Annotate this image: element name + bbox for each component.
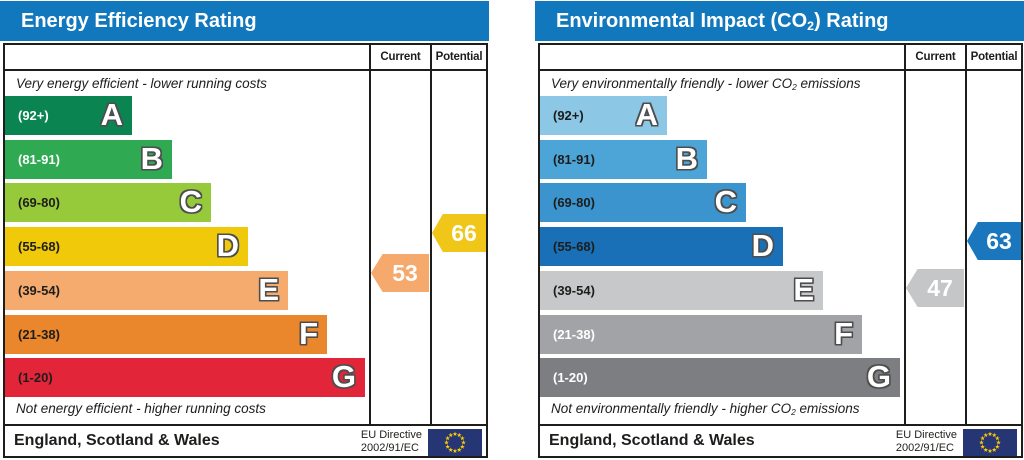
rating-table: Current Potential Very environmentally f…	[538, 43, 1023, 424]
region-label: England, Scotland & Wales	[14, 432, 220, 449]
band-G: (1-20) G	[5, 358, 365, 398]
band-range-label: (92+)	[18, 108, 49, 123]
band-D: (55-68) D	[540, 227, 783, 267]
band-letter: G	[331, 359, 356, 395]
band-range-label: (21-38)	[18, 326, 60, 342]
band-range-label: (92+)	[553, 108, 584, 123]
band-letter: E	[258, 271, 279, 307]
chart-header: Energy Efficiency Rating	[0, 1, 489, 41]
header-row-divider	[540, 69, 1021, 71]
band-A: (92+) A	[540, 96, 667, 135]
potential-column-header: Potential	[970, 51, 1018, 63]
current-rating-arrow: 47	[906, 269, 964, 307]
current-column-header: Current	[380, 51, 421, 63]
potential-rating-value: 63	[986, 228, 1012, 254]
band-range-label: (39-54)	[553, 282, 595, 298]
potential-column-divider	[430, 45, 432, 424]
band-range-label: (55-68)	[18, 239, 60, 255]
chart-title: Environmental Impact (CO2) Rating	[556, 10, 889, 34]
potential-column-divider	[965, 45, 967, 424]
band-D: (55-68) D	[5, 227, 248, 267]
current-rating-value: 47	[927, 275, 953, 301]
current-column-divider	[904, 45, 906, 424]
potential-rating-arrow: 66	[432, 214, 486, 252]
band-letter: C	[714, 184, 737, 220]
top-caption: Very environmentally friendly - lower CO…	[551, 76, 861, 93]
potential-rating-arrow: 63	[967, 222, 1021, 260]
bottom-caption: Not environmentally friendly - higher CO…	[551, 401, 860, 418]
band-B: (81-91) B	[540, 139, 707, 179]
band-range-label: (21-38)	[553, 326, 595, 342]
band-letter: F	[299, 315, 318, 351]
band-A: (92+) A	[5, 96, 132, 135]
current-column-divider	[369, 45, 371, 424]
rating-table: Current Potential Very energy efficient …	[3, 43, 488, 424]
bottom-caption: Not energy efficient - higher running co…	[16, 401, 266, 416]
header-row-divider	[5, 69, 486, 71]
band-range-label: (69-80)	[553, 195, 595, 211]
environmental-impact-chart: Environmental Impact (CO2) Rating Curren…	[535, 1, 1024, 459]
band-E: (39-54) E	[5, 270, 288, 310]
band-letter: D	[751, 228, 774, 264]
band-C: (69-80) C	[5, 183, 211, 223]
chart-header: Environmental Impact (CO2) Rating	[535, 1, 1024, 41]
current-column-header: Current	[915, 51, 956, 63]
band-range-label: (1-20)	[18, 370, 53, 386]
current-rating-value: 53	[392, 260, 418, 286]
band-letter: A	[635, 97, 658, 132]
band-range-label: (81-91)	[553, 151, 595, 167]
chart-footer: England, Scotland & Wales EU Directive 2…	[3, 424, 488, 458]
band-G: (1-20) G	[540, 358, 900, 398]
band-F: (21-38) F	[5, 314, 327, 354]
band-letter: A	[100, 97, 123, 132]
band-range-label: (39-54)	[18, 282, 60, 298]
energy-efficiency-chart: Energy Efficiency Rating Current Potenti…	[0, 1, 489, 459]
band-range-label: (81-91)	[18, 151, 60, 167]
potential-rating-value: 66	[451, 220, 477, 246]
band-letter: G	[866, 359, 891, 395]
eu-directive-label: EU Directive 2002/91/EC	[895, 429, 957, 454]
band-B: (81-91) B	[5, 139, 172, 179]
eu-flag-icon	[428, 429, 482, 456]
chart-title: Energy Efficiency Rating	[21, 10, 257, 32]
band-letter: B	[675, 140, 698, 176]
band-F: (21-38) F	[540, 314, 862, 354]
band-letter: F	[834, 315, 853, 351]
band-letter: E	[793, 271, 814, 307]
top-caption: Very energy efficient - lower running co…	[16, 76, 267, 91]
chart-footer: England, Scotland & Wales EU Directive 2…	[538, 424, 1023, 458]
band-E: (39-54) E	[540, 270, 823, 310]
region-label: England, Scotland & Wales	[549, 432, 755, 449]
eu-flag-icon	[963, 429, 1017, 456]
band-C: (69-80) C	[540, 183, 746, 223]
band-letter: B	[140, 140, 163, 176]
current-rating-arrow: 53	[371, 254, 429, 292]
band-letter: C	[179, 184, 202, 220]
band-range-label: (1-20)	[553, 370, 588, 386]
potential-column-header: Potential	[435, 51, 483, 63]
band-letter: D	[216, 228, 239, 264]
band-range-label: (55-68)	[553, 239, 595, 255]
eu-directive-label: EU Directive 2002/91/EC	[360, 429, 422, 454]
band-range-label: (69-80)	[18, 195, 60, 211]
